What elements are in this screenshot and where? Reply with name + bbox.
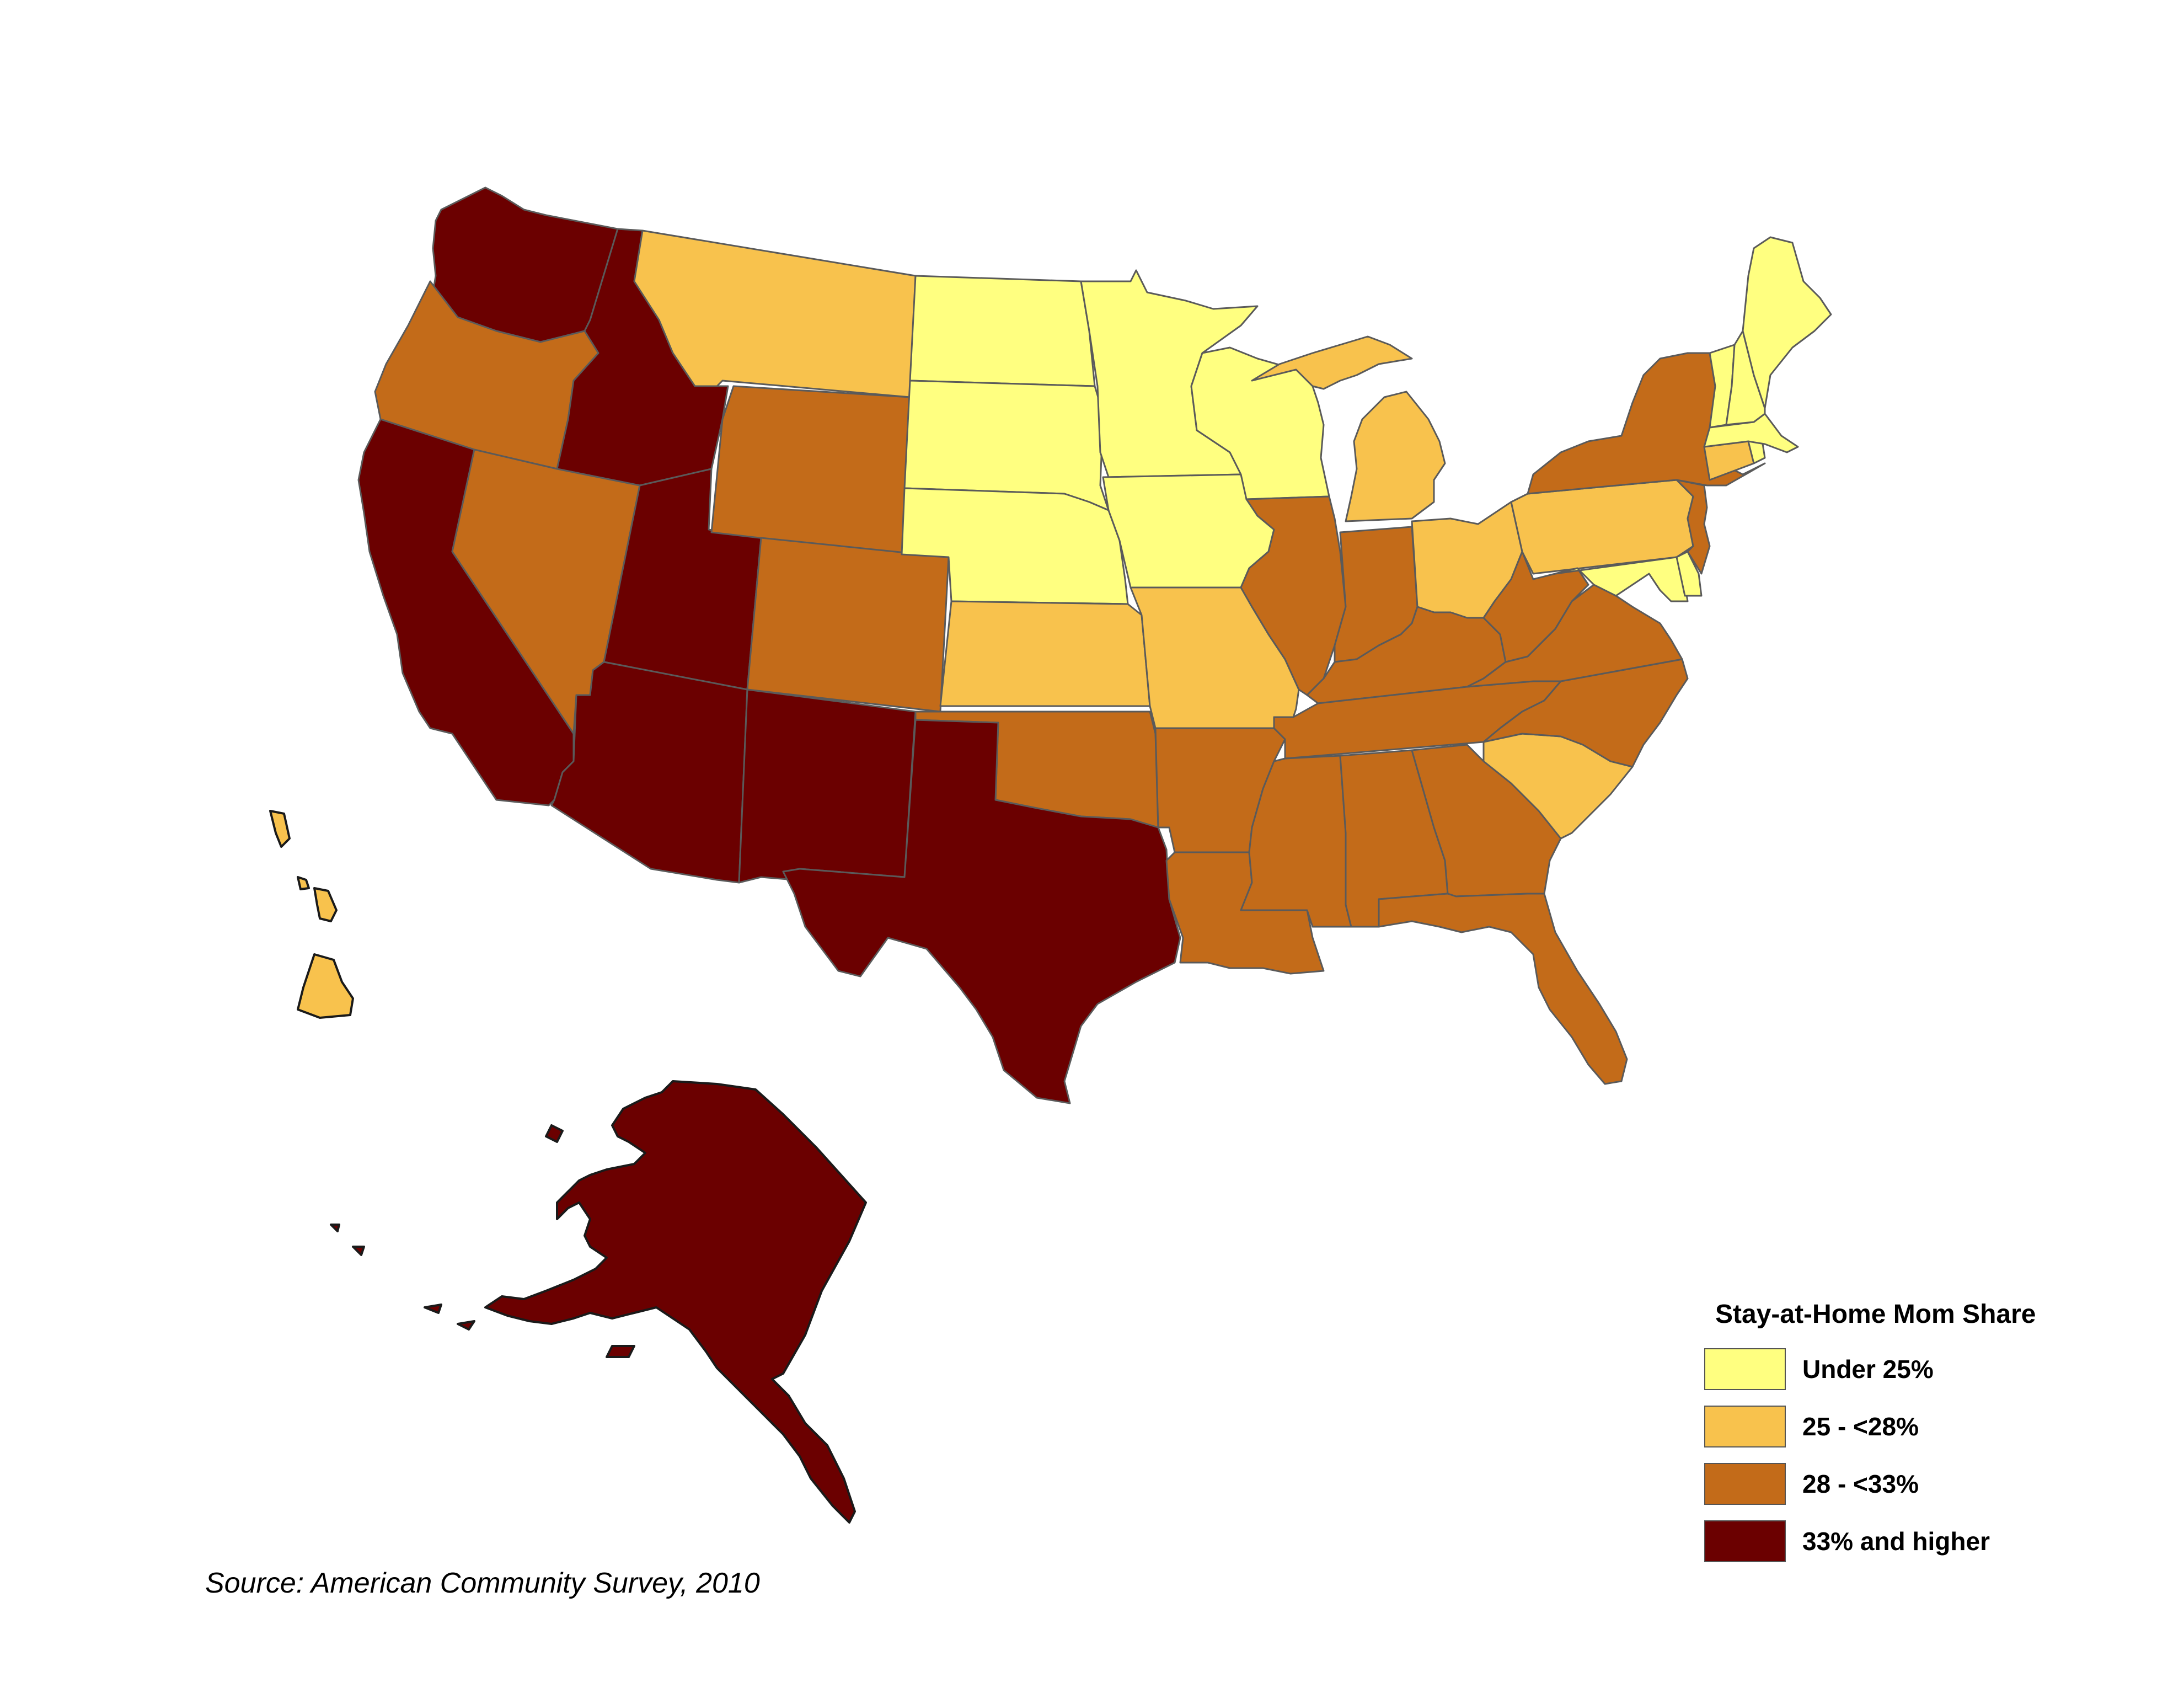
- legend-swatch: [1704, 1463, 1786, 1505]
- state-WY[interactable]: [710, 385, 911, 555]
- state-DE[interactable]: [1676, 551, 1703, 597]
- legend-label: Under 25%: [1802, 1355, 1934, 1383]
- legend-title: Stay-at-Home Mom Share: [1715, 1300, 2036, 1329]
- legend-swatch: [1704, 1406, 1786, 1447]
- state-AK[interactable]: [330, 1080, 867, 1524]
- legend-swatch: [1704, 1348, 1786, 1390]
- state-WV[interactable]: [1482, 551, 1589, 663]
- state-NC[interactable]: [1482, 658, 1689, 768]
- state-CO[interactable]: [746, 537, 950, 713]
- state-ME[interactable]: [1742, 236, 1832, 409]
- state-NE[interactable]: [901, 487, 1129, 605]
- state-NJ[interactable]: [1676, 479, 1711, 575]
- legend-label: 33% and higher: [1802, 1527, 1990, 1556]
- state-NM[interactable]: [738, 688, 917, 884]
- legend-item-33-plus: 33% and higher: [1704, 1519, 2156, 1563]
- legend-item-under-25: Under 25%: [1704, 1347, 2156, 1391]
- legend-label: 28 - <33%: [1802, 1470, 1919, 1498]
- legend-swatch: [1704, 1520, 1786, 1562]
- legend-item-28-33: 28 - <33%: [1704, 1462, 2156, 1506]
- state-KS[interactable]: [939, 600, 1151, 707]
- legend: Stay-at-Home Mom Share Under 25% 25 - <2…: [1704, 1299, 2156, 1577]
- state-MI[interactable]: [1251, 335, 1446, 522]
- state-WI[interactable]: [1190, 346, 1330, 500]
- source-note: Source: American Community Survey, 2010: [205, 1567, 760, 1599]
- state-IL[interactable]: [1240, 495, 1347, 696]
- state-TX[interactable]: [782, 719, 1181, 1104]
- state-FL[interactable]: [1378, 893, 1628, 1085]
- legend-item-25-28: 25 - <28%: [1704, 1404, 2156, 1449]
- state-ND[interactable]: [909, 275, 1096, 387]
- state-AZ[interactable]: [550, 661, 748, 884]
- state-HI[interactable]: [269, 810, 354, 1019]
- legend-label: 25 - <28%: [1802, 1412, 1919, 1441]
